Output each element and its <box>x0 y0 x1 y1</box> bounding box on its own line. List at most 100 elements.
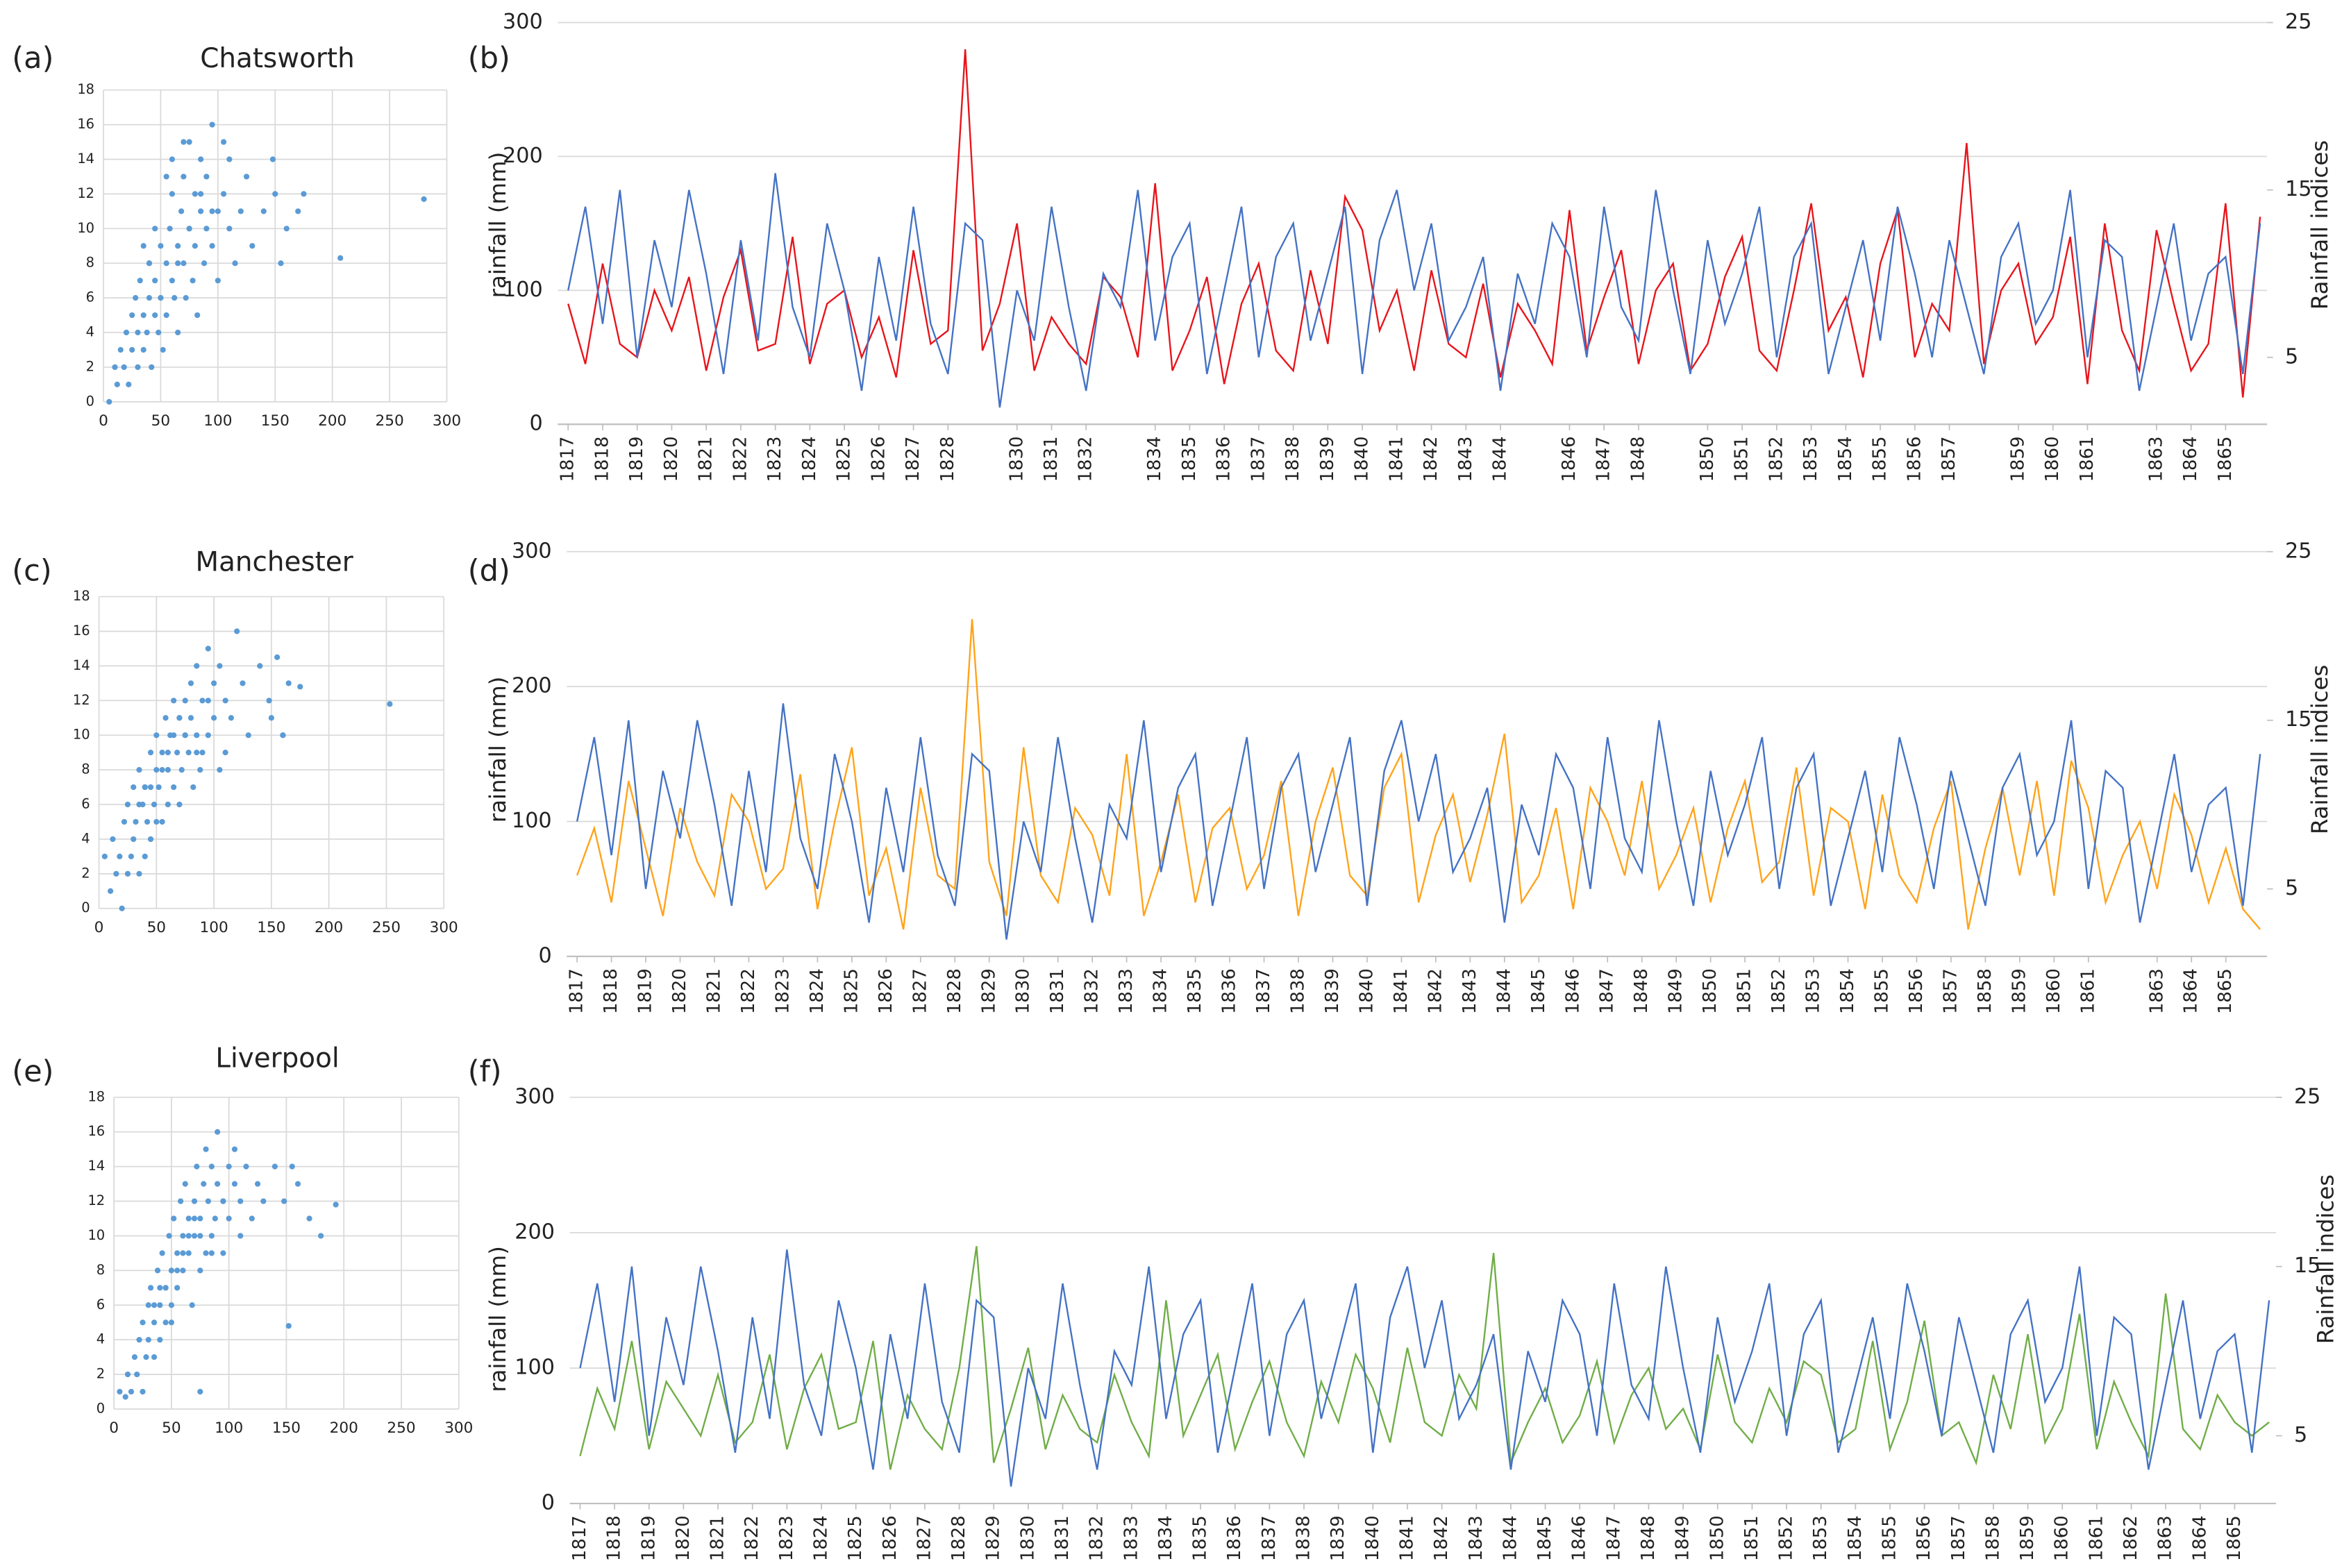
y2-axis-label: Rainfall indices <box>2307 140 2333 310</box>
scatter-point <box>167 226 173 232</box>
scatter-point <box>169 156 176 162</box>
x-tick-label: 0 <box>109 1419 119 1437</box>
x-tick-label: 1847 <box>1603 1515 1624 1561</box>
scatter-point <box>165 767 171 773</box>
x-tick-label: 0 <box>94 919 104 936</box>
x-tick-label: 1836 <box>1224 1515 1245 1561</box>
scatter-point <box>129 346 135 353</box>
scatter-point <box>197 1388 203 1395</box>
x-tick-label: 1862 <box>2120 1515 2141 1561</box>
y-tick-label: 4 <box>86 324 94 340</box>
y2-tick-label: 15 <box>2294 1254 2320 1278</box>
y-tick-label: 0 <box>542 1491 555 1515</box>
scatter-point <box>174 750 181 756</box>
scatter-point <box>190 784 196 791</box>
scatter-point <box>217 663 223 669</box>
scatter-point <box>140 346 147 353</box>
x-tick-label: 1852 <box>1776 1515 1797 1561</box>
y-axis-label: rainfall (mm) <box>485 677 511 823</box>
scatter-point <box>237 1233 244 1239</box>
x-tick-label: 1860 <box>2043 968 2064 1014</box>
scatter-point <box>183 295 189 301</box>
x-tick-label: 1826 <box>880 1515 901 1561</box>
scatter-point <box>131 784 137 791</box>
scatter-point <box>257 663 263 669</box>
scatter-point <box>198 191 204 197</box>
x-tick-label: 1839 <box>1328 1515 1348 1561</box>
scatter-point <box>107 888 114 894</box>
y-tick-label: 16 <box>87 1123 105 1139</box>
scatter-point <box>181 174 187 180</box>
x-tick-label: 200 <box>330 1419 358 1437</box>
y-tick-label: 16 <box>77 116 94 132</box>
x-tick-label: 1843 <box>1459 968 1480 1014</box>
scatter-point <box>278 260 284 267</box>
scatter-point <box>142 784 148 791</box>
scatter-point <box>153 767 160 773</box>
scatter-point <box>181 139 187 145</box>
scatter-point <box>145 1337 151 1343</box>
scatter-point <box>210 680 217 686</box>
series-line <box>567 49 2261 398</box>
x-tick-label: 1856 <box>1914 1515 1934 1561</box>
panel-label: (d) <box>468 554 510 589</box>
scatter-point <box>174 1285 181 1291</box>
scatter-point <box>192 191 198 197</box>
scatter-point <box>176 715 183 721</box>
y2-tick-label: 5 <box>2285 344 2298 369</box>
x-tick-label: 1829 <box>983 1515 1004 1561</box>
panel-label: (e) <box>12 1054 53 1089</box>
x-tick-label: 1828 <box>937 437 958 482</box>
scatter-point <box>175 243 181 249</box>
scatter-point <box>201 1181 207 1187</box>
scatter-point <box>114 381 120 387</box>
y-tick-label: 12 <box>73 692 90 708</box>
x-tick-label: 1823 <box>776 1515 797 1561</box>
x-tick-label: 1859 <box>2007 437 2028 482</box>
scatter-point <box>199 750 206 756</box>
series-line <box>576 618 2261 930</box>
series-line <box>576 703 2261 940</box>
series-line <box>579 1249 2270 1487</box>
scatter-point <box>119 905 125 911</box>
x-tick-label: 1858 <box>1975 968 1996 1014</box>
scatter-point <box>178 767 185 773</box>
y-tick-label: 0 <box>86 393 94 409</box>
x-tick-label: 1825 <box>845 1515 866 1561</box>
scatter-point <box>124 801 131 808</box>
x-tick-label: 1824 <box>799 437 820 482</box>
scatter-point <box>178 208 185 214</box>
x-tick-label: 1865 <box>2224 1515 2245 1561</box>
x-tick-label: 1843 <box>1455 437 1476 482</box>
scatter-point <box>222 698 228 704</box>
scatter-point <box>136 870 142 877</box>
scatter-point <box>134 1371 140 1378</box>
scatter-point <box>208 1250 215 1256</box>
panel-label: (f) <box>468 1054 502 1089</box>
x-tick-label: 1853 <box>1810 1515 1831 1561</box>
x-tick-label: 1846 <box>1559 437 1580 482</box>
x-tick-label: 1824 <box>807 968 828 1014</box>
y2-axis-label: Rainfall indices <box>2312 1174 2339 1344</box>
y-tick-label: 18 <box>77 81 94 97</box>
scatter-point <box>260 1198 267 1204</box>
scatter-point <box>281 1198 287 1204</box>
x-tick-label: 1818 <box>592 437 612 482</box>
scatter-point <box>268 715 274 721</box>
scatter-point <box>209 208 215 214</box>
x-tick-label: 100 <box>199 919 228 936</box>
scatter-point <box>156 329 162 336</box>
scatter-point <box>387 701 393 707</box>
scatter-point <box>123 329 130 336</box>
x-tick-label: 1845 <box>1534 1515 1555 1561</box>
y-tick-label: 300 <box>512 539 552 563</box>
scatter-point <box>209 121 215 128</box>
scatter-point <box>145 1302 151 1308</box>
scatter-point <box>209 243 215 249</box>
scatter-point <box>147 750 154 756</box>
x-tick-label: 1832 <box>1082 968 1103 1014</box>
x-tick-label: 1857 <box>1940 968 1961 1014</box>
y-tick-label: 2 <box>97 1366 105 1382</box>
scatter-point <box>136 801 142 808</box>
x-tick-label: 1854 <box>1835 437 1856 482</box>
